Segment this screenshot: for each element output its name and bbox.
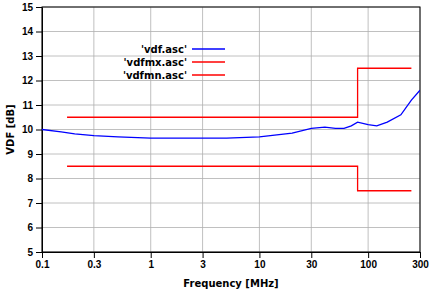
y-tick-mark: [36, 154, 42, 155]
y-tick-label: 12: [22, 75, 34, 86]
y-tick: 9: [27, 149, 42, 160]
x-axis: 0.1 0.3 1 3 10 30 100 300: [36, 252, 430, 270]
y-tick: 11: [22, 100, 42, 111]
x-tick-mark: [203, 252, 204, 258]
legend: 'vdf.asc' 'vdfmx.asc' 'vdfmn.asc': [123, 44, 225, 81]
y-tick-mark: [36, 32, 42, 33]
y-grid-line: [42, 31, 420, 32]
x-tick-mark: [311, 252, 312, 258]
y-axis-title: VDF [dB]: [5, 104, 16, 154]
y-tick: 12: [22, 75, 42, 86]
legend-swatch: [192, 48, 225, 49]
y-tick-mark: [36, 130, 42, 131]
x-tick-mark: [420, 252, 421, 258]
y-axis: 5 6 7 8 9 10 11 12 13 14 15: [22, 2, 43, 258]
x-tick-label: 30: [306, 259, 318, 270]
y-tick: 15: [22, 2, 42, 13]
legend-label: 'vdfmn.asc': [123, 70, 187, 81]
y-tick-label: 13: [22, 51, 34, 62]
legend-swatch: [192, 61, 225, 62]
x-tick-label: 100: [360, 259, 377, 270]
x-tick: 0.1: [36, 252, 50, 270]
x-tick: 3: [200, 252, 206, 270]
plot-frame: [42, 7, 420, 252]
x-tick-mark: [151, 252, 152, 258]
y-tick: 7: [27, 198, 42, 209]
y-tick-mark: [36, 252, 42, 253]
x-tick-mark: [94, 252, 95, 258]
y-tick-mark: [36, 81, 42, 82]
x-tick-label: 0.1: [36, 259, 50, 270]
y-grid-line: [42, 105, 420, 106]
x-tick: 30: [306, 252, 318, 270]
x-tick: 1: [148, 252, 154, 270]
x-tick-label: 0.3: [87, 259, 101, 270]
x-tick-mark: [259, 252, 260, 258]
y-tick-label: 8: [27, 173, 33, 184]
y-tick-mark: [36, 105, 42, 106]
y-tick-label: 10: [22, 124, 34, 135]
y-tick-label: 11: [22, 100, 33, 111]
x-tick-label: 1: [148, 259, 154, 270]
x-tick-label: 10: [254, 259, 266, 270]
y-tick-label: 5: [27, 247, 33, 258]
y-tick-label: 15: [22, 2, 34, 13]
y-tick: 13: [22, 51, 42, 62]
y-tick-label: 7: [27, 198, 33, 209]
y-grid-line: [42, 227, 420, 228]
y-tick: 6: [27, 222, 42, 233]
plot: 0.10.313103010030056789101112131415'vdf.…: [22, 2, 429, 270]
y-tick-mark: [36, 228, 42, 229]
series-line: [67, 166, 411, 191]
series-lines: [42, 68, 420, 191]
y-grid-line: [42, 178, 420, 179]
y-tick-mark: [36, 56, 42, 57]
series-line: [67, 68, 411, 117]
legend-label: 'vdfmx.asc': [124, 57, 187, 68]
y-tick: 10: [22, 124, 42, 135]
series-line: [42, 90, 420, 138]
x-tick-mark: [42, 252, 43, 258]
x-tick: 10: [254, 252, 266, 270]
y-tick: 14: [22, 26, 42, 37]
x-tick-label: 3: [200, 259, 206, 270]
y-tick-mark: [36, 179, 42, 180]
y-grid-line: [42, 129, 420, 130]
x-tick: 300: [412, 252, 429, 270]
y-tick-mark: [36, 203, 42, 204]
y-tick-label: 14: [22, 26, 34, 37]
x-tick-label: 300: [412, 259, 429, 270]
y-tick: 5: [27, 247, 42, 258]
x-tick: 100: [360, 252, 377, 270]
grid: [42, 7, 420, 252]
legend-swatch: [192, 74, 225, 75]
x-tick: 0.3: [87, 252, 101, 270]
x-axis-title: Frequency [MHz]: [183, 278, 278, 289]
chart: 0.10.313103010030056789101112131415'vdf.…: [0, 0, 432, 293]
y-tick-label: 6: [27, 222, 33, 233]
y-tick-mark: [36, 7, 42, 8]
y-tick-label: 9: [27, 149, 33, 160]
y-grid-line: [42, 203, 420, 204]
y-grid-line: [42, 56, 420, 57]
y-tick: 8: [27, 173, 42, 184]
y-grid-line: [42, 80, 420, 81]
y-grid-line: [42, 154, 420, 155]
x-tick-mark: [368, 252, 369, 258]
legend-label: 'vdf.asc': [141, 44, 187, 55]
